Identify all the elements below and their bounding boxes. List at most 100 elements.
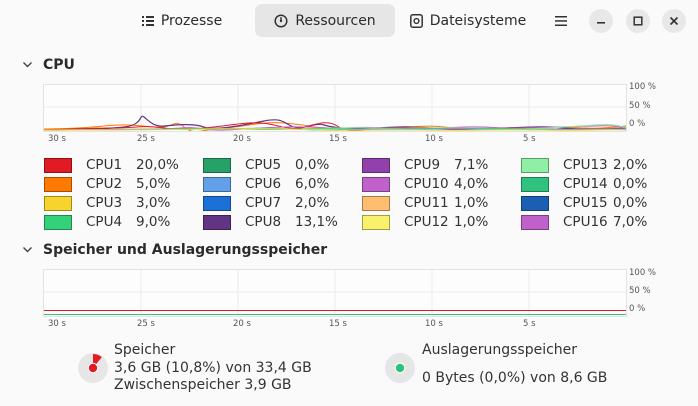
cpu-value: 3,0%: [136, 195, 171, 211]
cpu-name: CPU8: [245, 214, 282, 230]
cpu-value: 13,1%: [295, 214, 338, 230]
cpu-value: 20,0%: [136, 157, 179, 173]
color-swatch[interactable]: [203, 195, 231, 211]
color-swatch[interactable]: [44, 214, 72, 230]
hamburger-menu-icon: [555, 16, 567, 26]
cpu-value: 2,0%: [295, 195, 330, 211]
cpu-name: CPU3: [86, 195, 123, 211]
memory-pie-chart[interactable]: [78, 353, 108, 383]
cpu-legend-item[interactable]: CPU8 13,1%: [203, 214, 338, 230]
tab-prozesse[interactable]: Prozesse: [128, 4, 236, 37]
tab-ressourcen[interactable]: Ressourcen: [255, 4, 395, 37]
y-axis-label: 100 %: [629, 82, 657, 92]
memory-history-graph: [43, 269, 627, 317]
cpu-name: CPU11: [404, 195, 449, 211]
color-swatch[interactable]: [362, 176, 390, 192]
minimize-button[interactable]: [589, 9, 613, 33]
cpu-name: CPU2: [86, 176, 123, 192]
cpu-name: CPU14: [563, 176, 608, 192]
cpu-value: 0,0%: [295, 157, 330, 173]
swap-info: Auslagerungsspeicher 0 Bytes (0,0%) von …: [422, 342, 607, 387]
color-swatch[interactable]: [44, 176, 72, 192]
x-axis-label: 25 s: [137, 134, 155, 144]
x-axis-label: 5 s: [523, 319, 536, 329]
minimize-icon: [597, 22, 605, 24]
cpu-name: CPU10: [404, 176, 449, 192]
chevron-down-icon: [23, 247, 32, 253]
gauge-icon: [274, 13, 288, 28]
memory-pie-icon: [87, 354, 102, 374]
y-axis-label: 50 %: [629, 101, 651, 111]
cpu-value: 4,0%: [454, 176, 489, 192]
cpu-value: 5,0%: [136, 176, 171, 192]
section-title: Speicher und Auslagerungsspeicher: [43, 242, 328, 258]
cpu-legend-item[interactable]: CPU15 0,0%: [521, 195, 647, 211]
cpu-legend-item[interactable]: CPU14 0,0%: [521, 176, 647, 192]
memory-section-header[interactable]: Speicher und Auslagerungsspeicher: [22, 242, 327, 258]
color-swatch[interactable]: [362, 214, 390, 230]
cpu-legend-item[interactable]: CPU6 6,0%: [203, 176, 329, 192]
cpu-legend-item[interactable]: CPU4 9,0%: [44, 214, 170, 230]
cpu-legend-item[interactable]: CPU16 7,0%: [521, 214, 647, 230]
x-axis-label: 20 s: [233, 319, 251, 329]
maximize-icon: [633, 16, 643, 26]
color-swatch[interactable]: [521, 176, 549, 192]
cpu-value: 7,0%: [613, 214, 648, 230]
y-axis-label: 100 %: [629, 268, 657, 278]
cpu-value: 6,0%: [295, 176, 330, 192]
memory-info: Speicher 3,6 GB (10,8%) von 33,4 GB Zwis…: [114, 342, 312, 395]
cpu-legend-item[interactable]: CPU12 1,0%: [362, 214, 488, 230]
color-swatch[interactable]: [362, 195, 390, 211]
cpu-legend-item[interactable]: CPU7 2,0%: [203, 195, 329, 211]
section-title: CPU: [43, 57, 75, 73]
x-axis-label: 30 s: [48, 134, 66, 144]
cpu-line: [44, 128, 626, 131]
cpu-name: CPU12: [404, 214, 449, 230]
cpu-name: CPU13: [563, 157, 608, 173]
cpu-legend-item[interactable]: CPU3 3,0%: [44, 195, 170, 211]
x-axis-label: 5 s: [523, 134, 536, 144]
pie-center: [88, 363, 98, 373]
x-axis-label: 10 s: [425, 134, 443, 144]
cpu-value: 2,0%: [613, 157, 648, 173]
color-swatch[interactable]: [521, 157, 549, 173]
color-swatch[interactable]: [203, 176, 231, 192]
close-button[interactable]: [662, 9, 686, 33]
x-axis-label: 15 s: [329, 319, 347, 329]
color-swatch[interactable]: [521, 195, 549, 211]
cpu-value: 0,0%: [613, 176, 648, 192]
cpu-legend-item[interactable]: CPU13 2,0%: [521, 157, 647, 173]
menu-button[interactable]: [549, 9, 573, 33]
x-axis-label: 20 s: [233, 134, 251, 144]
memory-graph-canvas: [44, 270, 626, 316]
y-axis-label: 0 %: [629, 119, 646, 129]
cpu-legend-item[interactable]: CPU9 7,1%: [362, 157, 488, 173]
tab-dateisysteme[interactable]: Dateisysteme: [403, 4, 533, 37]
cpu-name: CPU5: [245, 157, 282, 173]
color-swatch[interactable]: [44, 157, 72, 173]
swap-usage: 0 Bytes (0,0%) von 8,6 GB: [422, 369, 608, 386]
cpu-name: CPU16: [563, 214, 608, 230]
memory-usage: 3,6 GB (10,8%) von 33,4 GB: [114, 359, 312, 376]
maximize-button[interactable]: [626, 9, 650, 33]
cpu-value: 0,0%: [613, 195, 648, 211]
color-swatch[interactable]: [203, 157, 231, 173]
color-swatch[interactable]: [362, 157, 390, 173]
disk-icon: [409, 13, 423, 28]
cpu-graph-canvas: [44, 85, 626, 131]
swap-pie-icon: [394, 362, 406, 374]
y-axis-label: 50 %: [629, 286, 651, 296]
cpu-section-header[interactable]: CPU: [22, 57, 75, 73]
swap-pie-chart[interactable]: [385, 353, 415, 383]
cpu-legend-item[interactable]: CPU2 5,0%: [44, 176, 170, 192]
cpu-legend-item[interactable]: CPU11 1,0%: [362, 195, 488, 211]
cpu-legend-item[interactable]: CPU5 0,0%: [203, 157, 329, 173]
cpu-name: CPU15: [563, 195, 608, 211]
tab-label: Dateisysteme: [429, 12, 527, 29]
cpu-legend-item[interactable]: CPU10 4,0%: [362, 176, 488, 192]
color-swatch[interactable]: [203, 214, 231, 230]
color-swatch[interactable]: [44, 195, 72, 211]
cpu-name: CPU4: [86, 214, 123, 230]
color-swatch[interactable]: [521, 214, 549, 230]
cpu-legend-item[interactable]: CPU1 20,0%: [44, 157, 179, 173]
